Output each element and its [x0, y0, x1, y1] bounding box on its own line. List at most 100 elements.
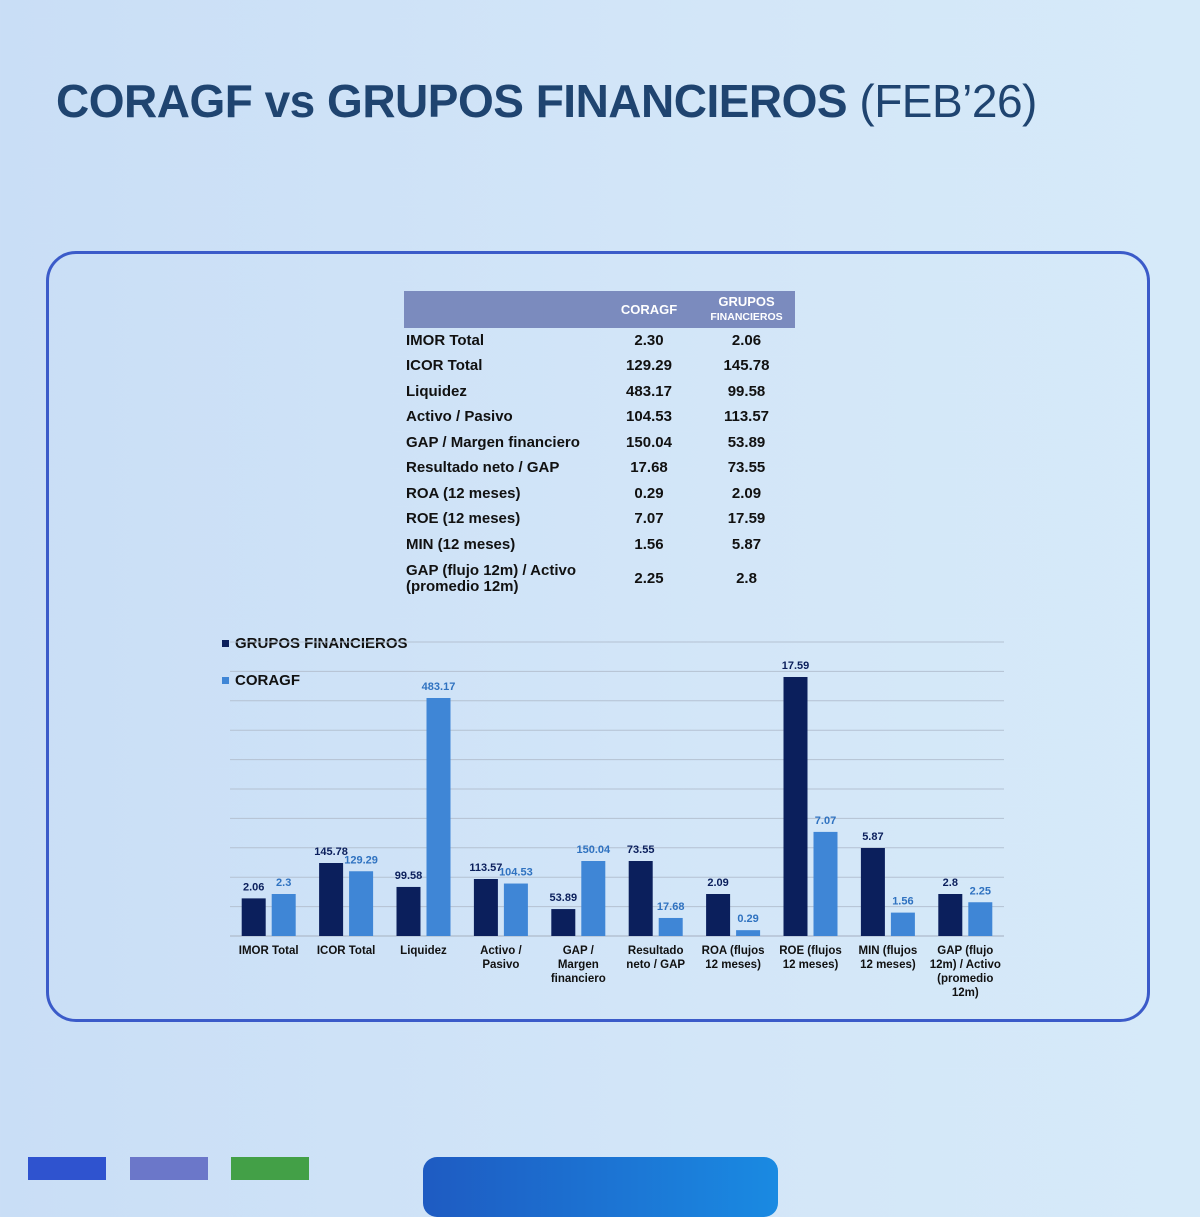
cell-metric: MIN (12 meses): [406, 535, 516, 553]
legend-item-grupos: GRUPOS FINANCIEROS: [222, 633, 408, 653]
header-grupos-line1: GRUPOS: [718, 294, 775, 309]
table-row: Resultado neto / GAP 17.68 73.55: [404, 456, 795, 482]
legend-item-coragf: CORAGF: [222, 670, 408, 690]
metrics-table: CORAGF GRUPOS FINANCIEROS IMOR Total 2.30 2…: [404, 291, 795, 600]
cell-coragf: 7.07: [634, 510, 664, 528]
cell-coragf: 150.04: [626, 433, 672, 451]
category-label: GAP (flujo 12m) / Activo (promedio 12m): [929, 945, 1001, 999]
bar-coragf: [349, 871, 374, 936]
footer-bar-green: [231, 1157, 309, 1180]
bar-grupos: [783, 677, 808, 936]
footer-bar-lavender: [130, 1157, 208, 1180]
data-label-coragf: 483.17: [422, 681, 456, 693]
bar-grupos: [860, 848, 885, 936]
cell-metric: Resultado neto / GAP: [406, 459, 560, 477]
content-panel: [46, 251, 1150, 1022]
table-row: ROA (12 meses) 0.29 2.09: [404, 481, 795, 507]
cell-metric: IMOR Total: [406, 331, 485, 349]
data-label-coragf: 2.25: [970, 885, 991, 897]
category-label: Resultado neto / GAP: [626, 945, 686, 971]
legend-swatch-coragf: [222, 676, 229, 684]
bar-grupos: [938, 894, 963, 936]
bar-grupos: [319, 863, 344, 936]
data-label-coragf: 0.29: [737, 913, 758, 925]
cell-grupos: 17.59: [727, 510, 766, 528]
bar-coragf: [968, 902, 993, 936]
cell-coragf: 17.68: [630, 459, 668, 477]
cell-coragf: 1.56: [634, 535, 664, 553]
category-label: Activo / Pasivo: [480, 945, 522, 971]
category-label: GAP / Margen financiero: [550, 945, 606, 985]
table-row: Activo / Pasivo 104.53 113.57: [404, 405, 795, 431]
category-label: ROA (flujos 12 meses): [701, 945, 765, 971]
cell-grupos: 2.09: [731, 484, 762, 502]
bar-coragf: [658, 917, 683, 936]
header-coragf: CORAGF: [600, 291, 698, 328]
data-label-coragf: 1.56: [892, 896, 913, 908]
cell-metric: Activo / Pasivo: [406, 408, 513, 426]
data-label-grupos: 2.8: [943, 877, 958, 889]
bar-coragf: [736, 930, 761, 936]
cell-metric: GAP / Margen financiero: [406, 433, 580, 451]
bar-grupos: [241, 898, 266, 936]
cell-coragf: 104.53: [626, 408, 672, 426]
bar-coragf: [503, 883, 528, 936]
cell-grupos: 145.78: [723, 357, 770, 375]
data-label-coragf: 2.3: [276, 877, 291, 889]
data-label-coragf: 150.04: [576, 844, 611, 856]
bar-grupos: [396, 886, 421, 936]
cell-grupos: 53.89: [727, 433, 766, 451]
cell-coragf: 0.29: [634, 484, 664, 502]
data-label-grupos: 53.89: [550, 892, 578, 904]
table-header-row: CORAGF GRUPOS FINANCIEROS: [404, 291, 795, 328]
data-label-grupos: 99.58: [395, 870, 423, 882]
title-main: CORAGF vs GRUPOS FINANCIEROS: [56, 75, 848, 127]
legend-swatch-grupos: [222, 639, 229, 647]
table-row: Liquidez 483.17 99.58: [404, 379, 795, 405]
bar-coragf: [581, 861, 606, 936]
bar-grupos: [628, 861, 653, 936]
data-label-grupos: 113.57: [469, 862, 502, 874]
bar-grupos: [473, 879, 498, 936]
data-label-coragf: 104.53: [499, 867, 533, 879]
category-label: ICOR Total: [316, 945, 376, 957]
legend-label-coragf: CORAGF: [235, 671, 300, 689]
cell-metric: Liquidez: [406, 382, 467, 400]
data-label-coragf: 129.29: [344, 854, 378, 866]
cell-grupos: 2.06: [731, 331, 762, 349]
table-row: ROE (12 meses) 7.07 17.59: [404, 507, 795, 533]
chart-legend: GRUPOS FINANCIEROS CORAGF: [222, 633, 408, 707]
category-label: ROE (flujos 12 meses): [779, 945, 842, 971]
data-label-grupos: 17.59: [782, 660, 810, 672]
category-label: MIN (flujos 12 meses): [858, 945, 918, 971]
bar-coragf: [813, 831, 838, 936]
title-date: (FEB’26): [859, 75, 1037, 127]
data-label-coragf: 7.07: [815, 815, 836, 827]
cell-grupos: 2.8: [736, 569, 757, 587]
data-label-grupos: 5.87: [862, 831, 883, 843]
page-title: CORAGF vs GRUPOS FINANCIEROS (FEB’26): [56, 74, 1037, 128]
cell-coragf: 129.29: [626, 357, 672, 375]
data-label-grupos: 145.78: [314, 846, 348, 858]
legend-label-grupos: GRUPOS FINANCIEROS: [235, 634, 408, 652]
cell-grupos: 73.55: [727, 459, 766, 477]
table-row: GAP (flujo 12m) / Activo (promedio 12m) 2…: [404, 558, 795, 600]
data-label-grupos: 2.09: [707, 877, 728, 889]
cell-metric: ROE (12 meses): [406, 510, 521, 528]
bar-coragf: [890, 912, 915, 936]
header-grupos-line2: FINANCIEROS: [710, 311, 783, 323]
cell-coragf: 2.25: [634, 569, 664, 587]
bar-coragf: [426, 698, 451, 936]
header-metric: [404, 291, 600, 328]
cell-metric: ICOR Total: [406, 357, 483, 375]
cell-grupos: 5.87: [731, 535, 762, 553]
data-label-grupos: 73.55: [627, 844, 655, 856]
cell-coragf: 2.30: [634, 331, 664, 349]
cell-metric: ROA (12 meses): [406, 484, 521, 502]
footer-tab[interactable]: [423, 1157, 778, 1217]
bar-grupos: [551, 909, 576, 936]
data-label-coragf: 17.68: [657, 901, 685, 913]
category-label: IMOR Total: [238, 945, 299, 957]
bar-coragf: [271, 894, 296, 936]
